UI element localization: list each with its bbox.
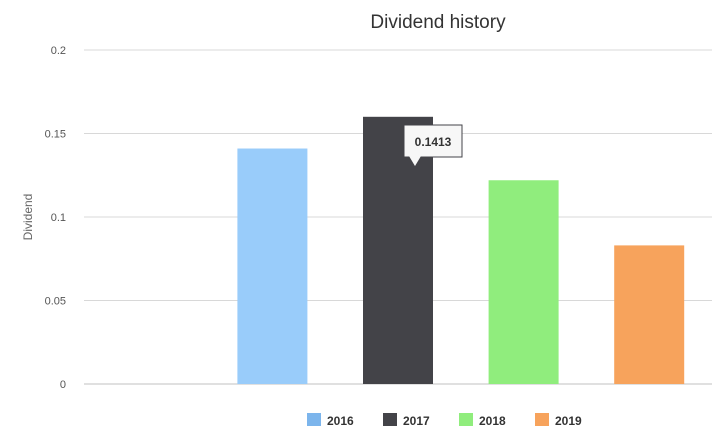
legend-label-2018: 2018: [479, 414, 506, 428]
tooltip: 0.1413: [403, 124, 463, 168]
legend-swatch-2017: [383, 413, 397, 426]
legend-label-2017: 2017: [403, 414, 430, 428]
y-tick-label: 0.1: [51, 212, 66, 224]
tooltip-value: 0.1413: [415, 135, 452, 149]
bar-2019: [614, 245, 685, 384]
y-axis-ticks: 0 0.05 0.1 0.15 0.2: [45, 45, 66, 391]
legend-swatch-2019: [535, 413, 549, 426]
y-tick-label: 0: [60, 379, 66, 391]
bars: [237, 116, 685, 385]
bar-2016: [237, 148, 308, 384]
tooltip-box: [403, 124, 463, 168]
legend-swatch-2018: [459, 413, 473, 426]
legend-swatch-2016: [307, 413, 321, 426]
y-tick-label: 0.2: [51, 45, 66, 57]
y-axis-label: Dividend: [21, 194, 35, 241]
chart-title: Dividend history: [370, 12, 506, 33]
legend-label-2016: 2016: [327, 414, 354, 428]
legend-label-2019: 2019: [555, 414, 582, 428]
y-tick-label: 0.15: [45, 129, 66, 141]
bar-2017: [363, 116, 433, 385]
legend: 2016 2017 2018 2019: [307, 413, 582, 428]
bar-2018: [488, 180, 559, 384]
y-tick-label: 0.05: [45, 296, 66, 308]
